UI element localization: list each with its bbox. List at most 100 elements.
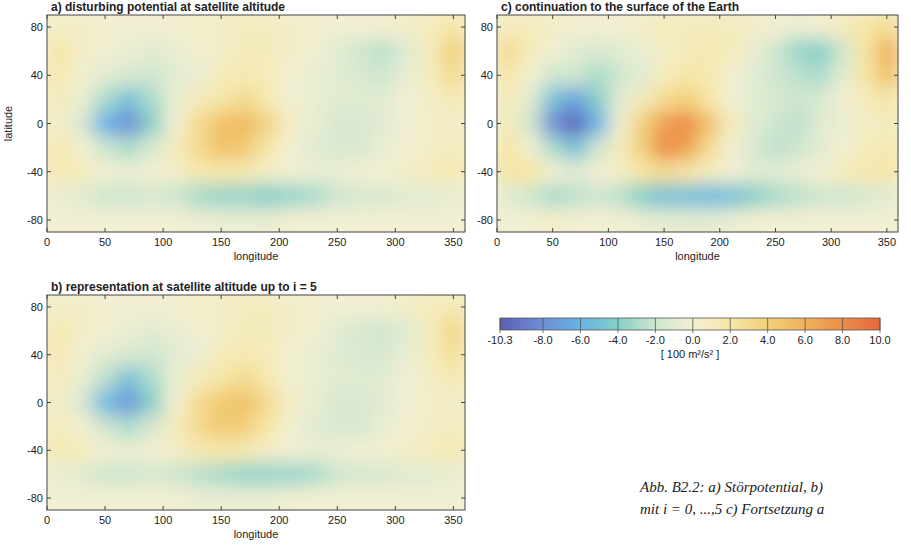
cell: [372, 391, 396, 415]
cell: [653, 136, 676, 161]
cell: [186, 136, 210, 161]
cell: [279, 15, 303, 40]
cell: [742, 39, 765, 64]
x-tick-label: 200: [270, 236, 288, 248]
cell: [349, 319, 373, 343]
y-tick: [497, 75, 501, 76]
cell: [419, 343, 443, 367]
cell: [279, 63, 303, 88]
cell: [519, 136, 542, 161]
cell: [608, 39, 631, 64]
cell: [302, 136, 326, 161]
cell: [831, 208, 854, 232]
cell: [372, 87, 396, 112]
y-tick: [894, 75, 898, 76]
cell: [675, 208, 698, 232]
cell: [349, 414, 373, 438]
cell: [395, 319, 419, 343]
plot-frame: [47, 15, 465, 232]
cell: [47, 111, 71, 136]
cell: [675, 15, 698, 40]
cell: [395, 486, 419, 510]
cell: [853, 15, 876, 40]
cell: [93, 343, 117, 367]
cell: [853, 136, 876, 161]
cell: [117, 111, 141, 136]
cell: [372, 295, 396, 319]
cell: [256, 295, 280, 319]
cell: [395, 438, 419, 462]
x-tick-label: 100: [599, 236, 617, 248]
cell: [70, 367, 94, 391]
cell: [608, 63, 631, 88]
cell: [742, 87, 765, 112]
y-tick-label: -40: [27, 166, 43, 178]
cell: [326, 367, 350, 391]
cell: [47, 343, 71, 367]
caption: mit i = 0, ...,5 c) Fortsetzung a: [640, 501, 824, 518]
cell: [419, 87, 443, 112]
cell: [675, 87, 698, 112]
cell: [302, 462, 326, 486]
cell: [70, 295, 94, 319]
cell: [809, 63, 832, 88]
cell: [256, 63, 280, 88]
cell: [256, 160, 280, 185]
cell: [853, 87, 876, 112]
cell: [787, 39, 810, 64]
cell: [302, 367, 326, 391]
cell: [47, 136, 71, 161]
cell: [186, 295, 210, 319]
cell: [233, 184, 257, 209]
cell: [631, 208, 654, 232]
cell: [395, 136, 419, 161]
cell: [233, 208, 257, 232]
cell: [395, 39, 419, 64]
cell: [608, 87, 631, 112]
cell: [675, 63, 698, 88]
cell: [497, 111, 520, 136]
cell: [608, 208, 631, 232]
cell: [742, 111, 765, 136]
cell: [586, 15, 609, 40]
cell: [698, 15, 721, 40]
cell: [47, 414, 71, 438]
x-tick-label: 150: [655, 236, 673, 248]
cell: [70, 438, 94, 462]
cell: [419, 367, 443, 391]
cell: [419, 136, 443, 161]
cell: [809, 136, 832, 161]
x-tick: [395, 15, 396, 19]
cell: [93, 39, 117, 64]
plot-background: [497, 15, 898, 232]
cell: [608, 184, 631, 209]
cell: [349, 160, 373, 185]
cell: [564, 63, 587, 88]
cell: [787, 160, 810, 185]
cell: [631, 111, 654, 136]
x-tick: [497, 15, 498, 19]
x-tick-label: 100: [154, 514, 172, 526]
cell: [233, 15, 257, 40]
cell: [70, 87, 94, 112]
x-tick-label: 350: [444, 236, 462, 248]
cell: [395, 160, 419, 185]
cell: [163, 391, 187, 415]
cell: [302, 438, 326, 462]
cell: [764, 87, 787, 112]
cell: [256, 15, 280, 40]
panel: 050100150200250300350-80-4004080b) repre…: [27, 280, 465, 540]
colorbar-tick-label: -2.0: [646, 334, 665, 346]
cell: [302, 414, 326, 438]
cell: [117, 87, 141, 112]
x-tick: [497, 228, 498, 232]
x-tick-label: 250: [328, 514, 346, 526]
x-tick: [337, 295, 338, 299]
cell: [326, 160, 350, 185]
cell: [698, 208, 721, 232]
y-tick-label: -40: [27, 444, 43, 456]
cell: [256, 208, 280, 232]
cell: [876, 87, 898, 112]
y-tick: [461, 219, 465, 220]
cell: [876, 15, 898, 40]
